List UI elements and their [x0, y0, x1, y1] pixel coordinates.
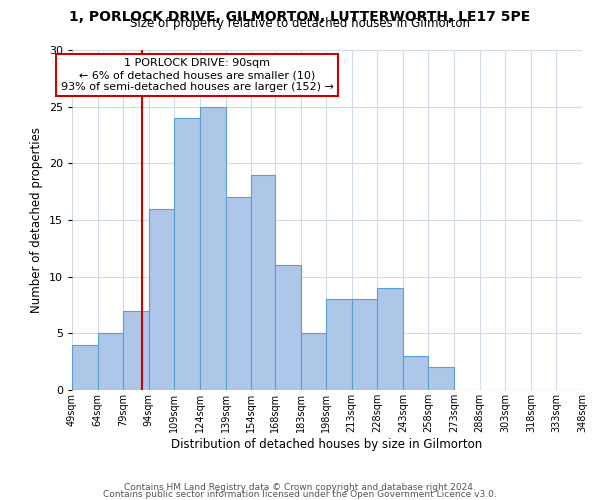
Y-axis label: Number of detached properties: Number of detached properties — [30, 127, 43, 313]
Bar — [377, 288, 403, 390]
Bar — [200, 106, 226, 390]
Bar — [352, 300, 377, 390]
Bar — [326, 300, 352, 390]
Text: Size of property relative to detached houses in Gilmorton: Size of property relative to detached ho… — [130, 18, 470, 30]
Bar — [226, 198, 251, 390]
Bar — [403, 356, 428, 390]
Bar — [98, 334, 123, 390]
Text: Contains HM Land Registry data © Crown copyright and database right 2024.: Contains HM Land Registry data © Crown c… — [124, 484, 476, 492]
Bar — [275, 266, 301, 390]
Bar — [72, 344, 98, 390]
X-axis label: Distribution of detached houses by size in Gilmorton: Distribution of detached houses by size … — [172, 438, 482, 450]
Text: 1 PORLOCK DRIVE: 90sqm
← 6% of detached houses are smaller (10)
93% of semi-deta: 1 PORLOCK DRIVE: 90sqm ← 6% of detached … — [61, 58, 334, 92]
Bar — [301, 334, 326, 390]
Text: Contains public sector information licensed under the Open Government Licence v3: Contains public sector information licen… — [103, 490, 497, 499]
Bar — [428, 368, 454, 390]
Bar — [123, 310, 149, 390]
Bar — [175, 118, 200, 390]
Bar — [251, 174, 275, 390]
Text: 1, PORLOCK DRIVE, GILMORTON, LUTTERWORTH, LE17 5PE: 1, PORLOCK DRIVE, GILMORTON, LUTTERWORTH… — [70, 10, 530, 24]
Bar — [149, 208, 175, 390]
